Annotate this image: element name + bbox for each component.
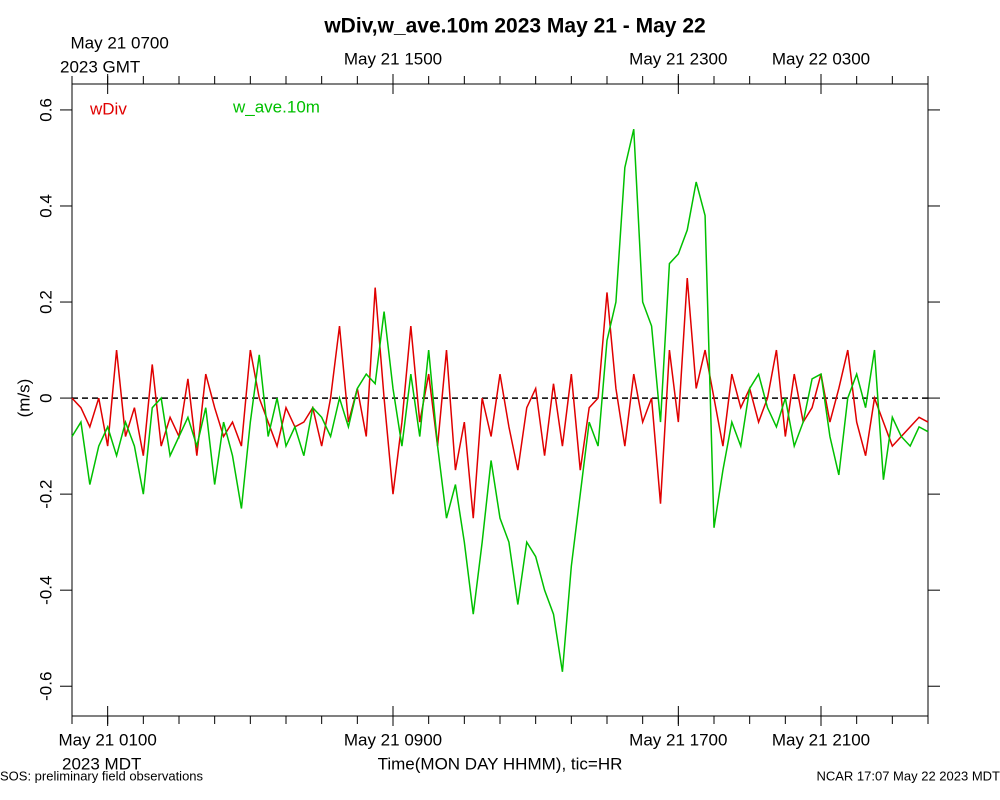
y-tick-label: -0.2 — [36, 479, 55, 508]
y-tick-label: 0.4 — [36, 194, 55, 218]
footer-left: SOS: preliminary field observations — [0, 768, 204, 783]
x-axis-label: Time(MON DAY HHMM), tic=HR — [378, 754, 623, 773]
x-tick-label: May 21 0900 — [344, 730, 442, 749]
x-tick-label: May 21 1700 — [629, 730, 727, 749]
bottom-zone: 2023 MDT — [62, 754, 141, 773]
legend-entry: wDiv — [89, 99, 127, 118]
y-tick-label: 0 — [36, 393, 55, 402]
top-x-tick-label: May 22 0300 — [772, 49, 870, 68]
legend-entry: w_ave.10m — [232, 97, 320, 116]
chart-title: wDiv,w_ave.10m 2023 May 21 - May 22 — [323, 15, 705, 38]
top-x-tick-label: May 21 0700 — [71, 33, 169, 52]
y-axis-label: (m/s) — [14, 379, 33, 418]
x-tick-label: May 21 0100 — [59, 730, 157, 749]
y-tick-label: 0.2 — [36, 290, 55, 314]
series-line — [71, 128, 929, 672]
top-zone: 2023 GMT — [60, 57, 140, 76]
top-x-tick-label: May 21 2300 — [629, 49, 727, 68]
footer-right: NCAR 17:07 May 22 2023 MDT — [816, 768, 1000, 783]
top-x-tick-label: May 21 1500 — [344, 49, 442, 68]
series-line — [71, 277, 929, 519]
y-tick-label: -0.4 — [36, 576, 55, 605]
y-tick-label: 0.6 — [36, 98, 55, 122]
y-tick-label: -0.6 — [36, 672, 55, 701]
x-tick-label: May 21 2100 — [772, 730, 870, 749]
